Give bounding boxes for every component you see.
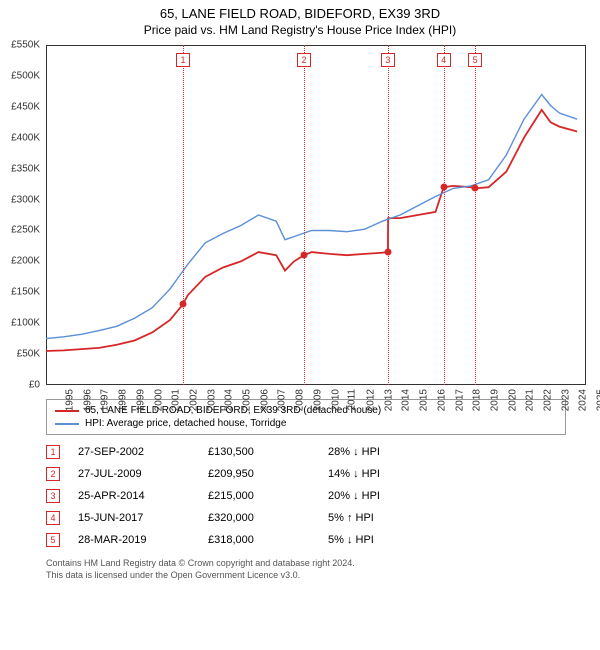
event-date: 15-JUN-2017 (78, 512, 208, 524)
event-price: £320,000 (208, 512, 328, 524)
event-date: 27-JUL-2009 (78, 468, 208, 480)
y-tick-label: £300K (11, 194, 40, 205)
chart-title: 65, LANE FIELD ROAD, BIDEFORD, EX39 3RD (0, 0, 600, 23)
event-marker-box: 2 (297, 53, 311, 67)
series-line (46, 95, 577, 339)
legend-swatch (55, 423, 79, 425)
event-marker-box: 4 (437, 53, 451, 67)
event-delta: 28% ↓ HPI (328, 446, 428, 458)
x-tick-label: 1996 (82, 389, 93, 411)
x-tick-label: 2023 (560, 389, 571, 411)
event-delta: 5% ↓ HPI (328, 534, 428, 546)
x-tick-label: 2016 (436, 389, 447, 411)
x-tick-label: 2021 (525, 389, 536, 411)
legend-row: HPI: Average price, detached house, Torr… (55, 417, 557, 430)
x-tick-label: 1997 (100, 389, 111, 411)
x-tick-label: 2017 (454, 389, 465, 411)
event-dot (300, 252, 307, 259)
x-tick-label: 2003 (206, 389, 217, 411)
y-tick-label: £450K (11, 101, 40, 112)
chart-subtitle: Price paid vs. HM Land Registry's House … (0, 23, 600, 45)
event-price: £318,000 (208, 534, 328, 546)
event-dot (440, 184, 447, 191)
event-date: 28-MAR-2019 (78, 534, 208, 546)
event-row: 1 27-SEP-2002£130,50028% ↓ HPI (46, 441, 566, 463)
x-tick-label: 2014 (401, 389, 412, 411)
event-number-box: 2 (46, 467, 60, 481)
y-tick-label: £200K (11, 256, 40, 267)
x-tick-label: 2022 (542, 389, 553, 411)
chart-area: £0£50K£100K£150K£200K£250K£300K£350K£400… (46, 45, 586, 385)
event-row: 4 15-JUN-2017£320,0005% ↑ HPI (46, 507, 566, 529)
legend-label: HPI: Average price, detached house, Torr… (85, 418, 286, 429)
event-row: 5 28-MAR-2019£318,0005% ↓ HPI (46, 529, 566, 551)
event-date: 27-SEP-2002 (78, 446, 208, 458)
x-tick-label: 2012 (365, 389, 376, 411)
y-tick-label: £100K (11, 318, 40, 329)
x-tick-label: 2001 (170, 389, 181, 411)
x-tick-label: 2006 (259, 389, 270, 411)
event-vline (388, 45, 389, 385)
x-tick-label: 2009 (312, 389, 323, 411)
event-vline (444, 45, 445, 385)
y-tick-label: £350K (11, 163, 40, 174)
x-tick-label: 2025 (595, 389, 600, 411)
x-tick-label: 1998 (117, 389, 128, 411)
x-tick-label: 2000 (153, 389, 164, 411)
event-marker-box: 5 (468, 53, 482, 67)
events-table: 1 27-SEP-2002£130,50028% ↓ HPI 2 27-JUL-200… (46, 441, 566, 551)
event-marker-box: 3 (381, 53, 395, 67)
x-tick-label: 2008 (294, 389, 305, 411)
y-tick-label: £250K (11, 225, 40, 236)
event-dot (472, 185, 479, 192)
x-tick-label: 2013 (383, 389, 394, 411)
x-tick-label: 2018 (471, 389, 482, 411)
y-tick-label: £0 (29, 380, 40, 391)
x-tick-label: 2020 (507, 389, 518, 411)
x-tick-label: 2007 (277, 389, 288, 411)
footer-line: Contains HM Land Registry data © Crown c… (46, 557, 590, 569)
x-tick-label: 2011 (347, 389, 358, 411)
event-number-box: 1 (46, 445, 60, 459)
event-delta: 14% ↓ HPI (328, 468, 428, 480)
y-tick-label: £400K (11, 132, 40, 143)
plot-svg (46, 45, 586, 385)
x-tick-label: 2004 (224, 389, 235, 411)
event-row: 2 27-JUL-2009£209,95014% ↓ HPI (46, 463, 566, 485)
event-price: £209,950 (208, 468, 328, 480)
event-number-box: 5 (46, 533, 60, 547)
y-tick-label: £150K (11, 287, 40, 298)
event-delta: 5% ↑ HPI (328, 512, 428, 524)
event-vline (183, 45, 184, 385)
x-tick-label: 2015 (418, 389, 429, 411)
event-price: £215,000 (208, 490, 328, 502)
event-number-box: 4 (46, 511, 60, 525)
event-price: £130,500 (208, 446, 328, 458)
event-vline (475, 45, 476, 385)
footer-line: This data is licensed under the Open Gov… (46, 569, 590, 581)
event-dot (384, 249, 391, 256)
event-delta: 20% ↓ HPI (328, 490, 428, 502)
event-dot (180, 301, 187, 308)
footer: Contains HM Land Registry data © Crown c… (46, 557, 590, 581)
x-tick-label: 2005 (241, 389, 252, 411)
y-tick-label: £550K (11, 40, 40, 51)
x-tick-label: 2002 (188, 389, 199, 411)
y-tick-label: £500K (11, 70, 40, 81)
x-tick-label: 1995 (64, 389, 75, 411)
event-row: 3 25-APR-2014£215,00020% ↓ HPI (46, 485, 566, 507)
event-marker-box: 1 (176, 53, 190, 67)
event-vline (304, 45, 305, 385)
x-tick-label: 2019 (489, 389, 500, 411)
x-tick-label: 2024 (578, 389, 589, 411)
x-tick-label: 2010 (330, 389, 341, 411)
event-date: 25-APR-2014 (78, 490, 208, 502)
x-tick-label: 1999 (135, 389, 146, 411)
y-tick-label: £50K (17, 349, 40, 360)
event-number-box: 3 (46, 489, 60, 503)
